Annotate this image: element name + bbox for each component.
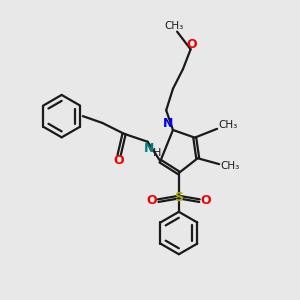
Text: O: O xyxy=(186,38,196,51)
Text: O: O xyxy=(201,194,211,207)
Text: CH₃: CH₃ xyxy=(219,120,238,130)
Text: H: H xyxy=(153,148,161,158)
Text: O: O xyxy=(114,154,124,167)
Text: S: S xyxy=(174,190,183,204)
Text: N: N xyxy=(144,142,154,155)
Text: CH₃: CH₃ xyxy=(221,160,240,171)
Text: N: N xyxy=(164,117,174,130)
Text: CH₃: CH₃ xyxy=(164,21,184,31)
Text: O: O xyxy=(146,194,157,207)
